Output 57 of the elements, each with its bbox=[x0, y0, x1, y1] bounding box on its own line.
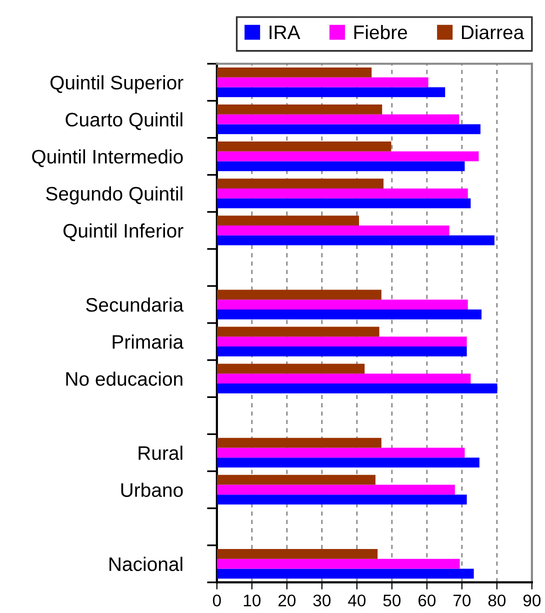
y-tick-label: Quintil Inferior bbox=[63, 223, 184, 242]
y-tick-label: Segundo Quintil bbox=[46, 186, 182, 204]
bar bbox=[216, 104, 382, 114]
bar bbox=[216, 474, 376, 485]
bar bbox=[216, 458, 480, 468]
bar bbox=[216, 161, 465, 172]
bar bbox=[216, 384, 498, 394]
x-tick-label: 90 bbox=[523, 594, 541, 606]
bar bbox=[216, 484, 455, 495]
x-tick-label: 80 bbox=[488, 594, 506, 606]
bar bbox=[216, 558, 460, 569]
bar bbox=[216, 374, 471, 384]
bar bbox=[216, 448, 465, 458]
bar bbox=[216, 124, 480, 134]
bar bbox=[216, 216, 360, 226]
x-tick-label: 10 bbox=[244, 594, 261, 606]
bar bbox=[216, 346, 467, 356]
bar bbox=[216, 226, 450, 236]
x-tick-label: 0 bbox=[212, 594, 221, 606]
bar bbox=[216, 290, 382, 300]
y-tick-label: Quintil Superior bbox=[50, 75, 184, 94]
x-tick-label: 70 bbox=[454, 594, 471, 606]
bar bbox=[216, 438, 382, 448]
y-tick-label: Secundaria bbox=[86, 297, 184, 312]
x-tick-label: 30 bbox=[313, 594, 331, 606]
y-tick-label: Primaria bbox=[112, 334, 184, 349]
bar bbox=[216, 151, 479, 162]
legend-label: Fiebre bbox=[354, 24, 408, 40]
bar bbox=[216, 87, 446, 98]
bar bbox=[216, 326, 380, 337]
bar bbox=[216, 188, 468, 198]
y-tick-label: Rural bbox=[138, 446, 182, 460]
x-tick-label: 60 bbox=[418, 594, 436, 606]
bar bbox=[216, 300, 468, 310]
x-tick-label: 20 bbox=[278, 594, 296, 606]
bar bbox=[216, 178, 384, 188]
bar bbox=[216, 77, 428, 88]
y-tick-label: Nacional bbox=[110, 556, 182, 572]
legend-label: Diarrea bbox=[462, 24, 524, 40]
y-tick-label: Quintil Intermedio bbox=[32, 149, 183, 168]
bar bbox=[216, 67, 372, 78]
bar bbox=[216, 309, 482, 320]
y-tick-label: Cuarto Quintil bbox=[66, 112, 182, 130]
x-tick-label: 50 bbox=[383, 594, 401, 606]
bar bbox=[216, 142, 392, 152]
bar bbox=[216, 494, 467, 505]
y-tick-label: No educacion bbox=[66, 372, 182, 386]
bar bbox=[216, 235, 494, 246]
bar bbox=[216, 336, 467, 347]
bar bbox=[216, 568, 474, 579]
bar bbox=[216, 364, 365, 374]
bar bbox=[216, 549, 378, 559]
y-tick-label: Urbano bbox=[121, 482, 183, 497]
x-tick-label: 40 bbox=[348, 594, 366, 606]
bar bbox=[216, 114, 460, 124]
bar bbox=[216, 198, 471, 208]
legend-label: IRA bbox=[270, 26, 300, 40]
